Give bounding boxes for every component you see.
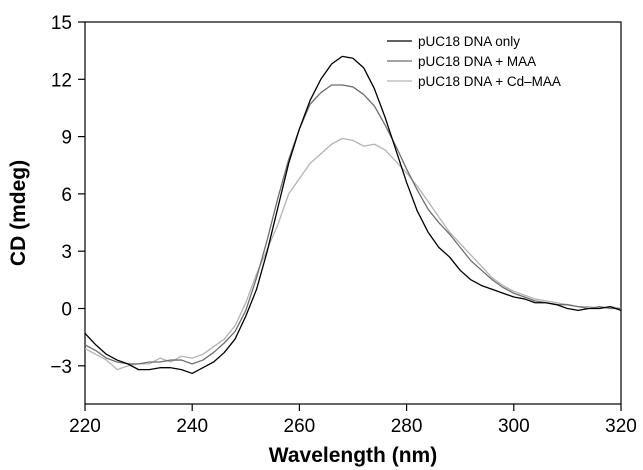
x-tick-label: 220 (69, 416, 101, 437)
series-line-1 (84, 55, 622, 375)
x-tick-label: 280 (391, 416, 423, 437)
series-line-3 (84, 137, 622, 371)
axes-layer: 220 240 260 280 300 320 −3 0 3 6 9 12 15 (50, 13, 637, 437)
series-line-2 (84, 84, 621, 365)
y-tick-label: 6 (61, 185, 72, 206)
x-axis-title: Wavelength (nm) (269, 444, 437, 467)
y-tick-label: 12 (51, 70, 72, 91)
x-tick-label: 320 (605, 416, 637, 437)
x-tick-label: 240 (176, 416, 208, 437)
series-layer (84, 55, 622, 375)
y-axis-title: CD (mdeg) (7, 160, 30, 266)
plot-area (84, 21, 622, 405)
plot-frame (84, 21, 622, 405)
x-tick-label: 260 (284, 416, 316, 437)
legend-label-2: pUC18 DNA + MAA (418, 54, 536, 69)
y-tick-label: −3 (50, 357, 72, 378)
legend: pUC18 DNA only pUC18 DNA + MAA pUC18 DNA +… (387, 34, 561, 89)
y-tick-label: 0 (61, 300, 72, 321)
y-tick-label: 9 (61, 128, 72, 149)
x-tick-label: 300 (498, 416, 530, 437)
y-tick-label: 15 (51, 13, 72, 34)
legend-label-1: pUC18 DNA only (418, 34, 520, 49)
y-tick-label: 3 (61, 242, 72, 263)
legend-label-3: pUC18 DNA + Cd–MAA (418, 74, 561, 89)
